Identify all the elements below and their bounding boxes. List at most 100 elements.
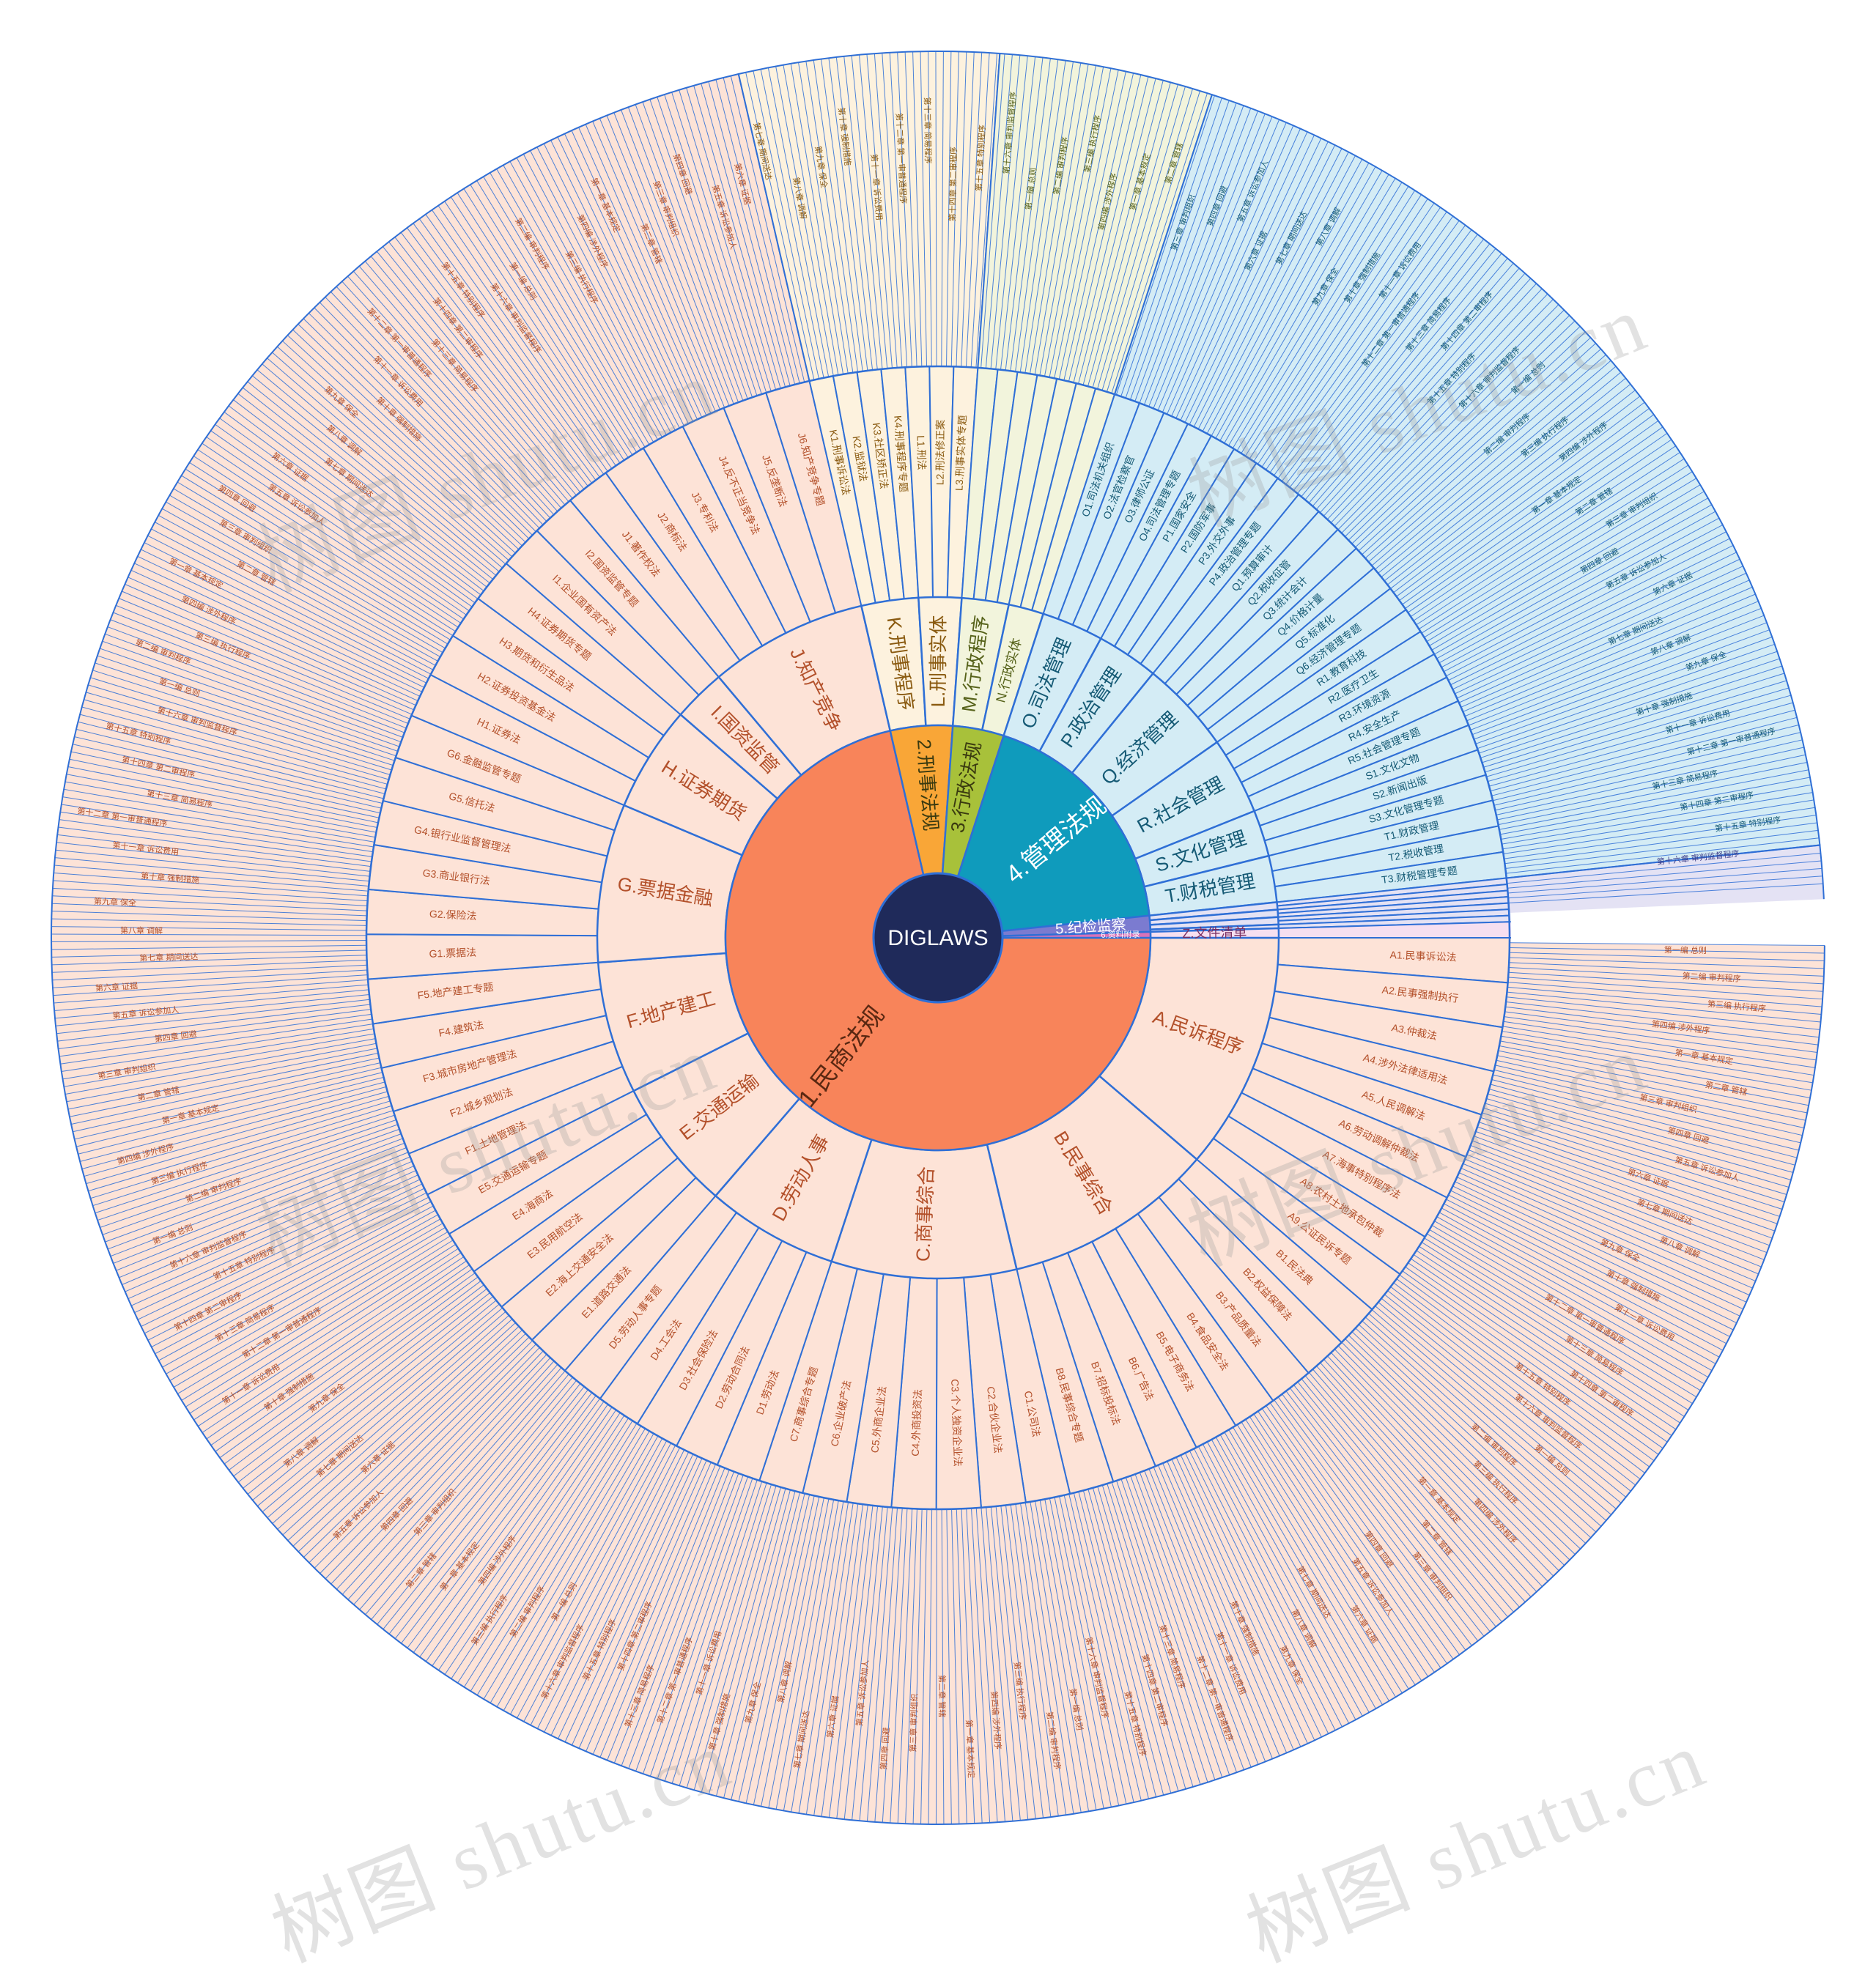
outer-spoke <box>1493 1074 1799 1151</box>
outer-spoke <box>277 346 513 558</box>
outer-spoke <box>564 1456 698 1742</box>
outer-spoke <box>309 313 533 536</box>
outer-spoke <box>210 430 470 612</box>
outer-spoke <box>444 201 621 464</box>
outer-spoke <box>224 411 479 599</box>
outer-spoke <box>544 1449 685 1733</box>
leaf-label: L3.刑事实体专题 <box>953 415 968 491</box>
outer-spoke <box>162 1214 438 1368</box>
outer-spoke <box>836 1505 874 1819</box>
outer-spoke <box>1509 947 1825 954</box>
outer-spoke <box>657 97 758 396</box>
outer-spoke <box>161 508 438 662</box>
outer-spoke <box>382 246 581 493</box>
outer-spoke <box>144 542 427 684</box>
outer-spoke <box>1197 148 1343 429</box>
outer-spoke <box>657 1479 758 1780</box>
outer-spoke <box>1436 1216 1713 1372</box>
sub-ring <box>596 596 1280 1280</box>
outer-spoke <box>107 1138 403 1250</box>
outer-spoke <box>571 130 703 418</box>
outer-spoke <box>341 281 555 515</box>
outer-spoke <box>100 648 398 752</box>
outer-spoke <box>693 1487 781 1791</box>
outer-spoke <box>419 1401 605 1658</box>
outer-spoke <box>62 1028 374 1080</box>
outer-spoke <box>798 1502 849 1814</box>
outer-spoke <box>1441 517 1720 668</box>
outer-spoke <box>1371 360 1611 566</box>
outer-spoke <box>1508 971 1823 992</box>
outer-spoke <box>1293 1385 1491 1632</box>
outer-spoke <box>113 612 407 729</box>
outer-spoke <box>376 251 577 496</box>
leaf-label: G1.票据法 <box>429 947 476 960</box>
outer-spoke <box>686 1485 777 1788</box>
outer-spoke <box>1153 1467 1273 1759</box>
outer-spoke <box>1157 1465 1280 1756</box>
outer-spoke <box>1368 354 1606 563</box>
outer-spoke <box>359 1370 566 1610</box>
outer-spoke <box>1466 1154 1759 1275</box>
outer-spoke <box>1111 93 1208 393</box>
outer-spoke <box>1390 1286 1641 1480</box>
outer-spoke <box>866 53 893 369</box>
outer-spoke <box>1450 1190 1734 1330</box>
outer-spoke <box>59 1013 372 1057</box>
outer-spoke <box>1024 62 1074 374</box>
outer-spoke <box>1019 60 1066 373</box>
outer-spoke <box>852 1506 883 1821</box>
outer-spoke <box>882 53 903 368</box>
outer-spoke <box>371 1377 573 1620</box>
outer-spoke <box>1460 1167 1750 1296</box>
outer-spoke <box>971 1508 991 1823</box>
outer-spoke <box>1285 234 1478 485</box>
outer-spoke <box>64 788 375 843</box>
outer-spoke <box>701 1488 786 1793</box>
outer-spoke <box>51 959 367 973</box>
outer-spoke <box>1233 1426 1396 1698</box>
outer-spoke <box>1211 1439 1363 1717</box>
outer-spoke <box>1315 273 1526 510</box>
outer-spoke <box>1078 78 1156 385</box>
outer-spoke <box>767 67 830 377</box>
outer-spoke <box>1171 1459 1301 1747</box>
outer-spoke <box>496 1433 654 1707</box>
outer-spoke <box>81 1086 387 1169</box>
outer-spoke <box>1228 174 1389 446</box>
outer-spoke <box>151 528 432 675</box>
outer-spoke <box>1477 1126 1776 1232</box>
outer-spoke <box>1468 607 1762 726</box>
outer-spoke <box>1488 1093 1792 1180</box>
outer-spoke <box>753 70 819 380</box>
outer-spoke <box>197 1252 462 1427</box>
outer-spoke <box>1107 1483 1201 1785</box>
outer-spoke <box>607 1467 725 1761</box>
outer-spoke <box>1479 651 1778 754</box>
outer-spoke <box>1485 680 1787 773</box>
outer-spoke <box>84 699 388 785</box>
outer-spoke <box>1092 1487 1179 1791</box>
outer-spoke <box>95 1114 395 1214</box>
outer-spoke <box>543 143 684 426</box>
outer-spoke <box>1434 1221 1709 1378</box>
outer-spoke <box>775 66 834 377</box>
outer-spoke <box>401 1392 593 1644</box>
outer-spoke <box>1073 1492 1149 1799</box>
outer-spoke <box>1323 1359 1537 1592</box>
outer-spoke <box>1281 229 1472 482</box>
outer-spoke <box>1348 1335 1576 1555</box>
outer-spoke <box>1044 67 1104 377</box>
outer-spoke <box>1224 170 1383 444</box>
outer-spoke <box>277 1319 513 1530</box>
outer-spoke <box>550 140 689 424</box>
outer-spoke <box>1408 432 1668 613</box>
outer-spoke <box>483 1428 646 1700</box>
outer-spoke <box>463 188 633 456</box>
center-circle[interactable] <box>872 872 1004 1004</box>
outer-item-label: 第六章 证据 <box>95 980 139 993</box>
outer-spoke <box>859 1506 888 1821</box>
outer-spoke <box>851 55 883 369</box>
outer-spoke <box>1458 572 1747 703</box>
outer-spoke <box>828 1505 868 1818</box>
